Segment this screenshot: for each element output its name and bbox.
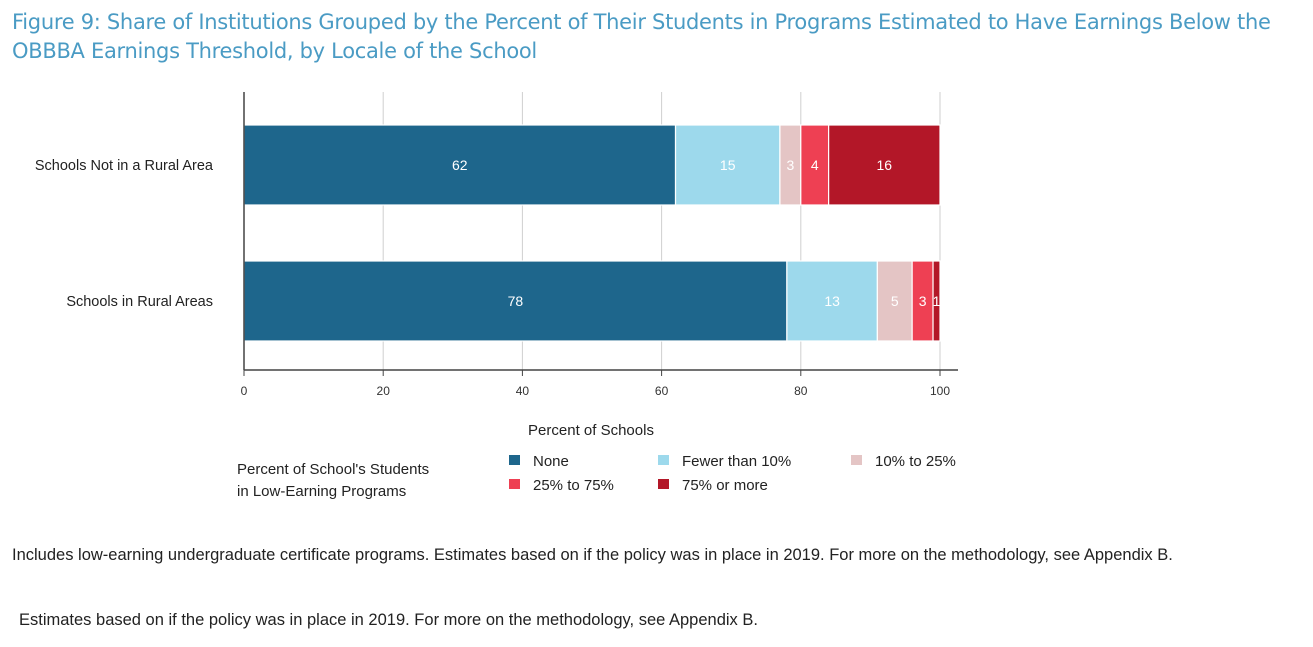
data-label: 78	[508, 293, 524, 309]
legend-label: Fewer than 10%	[682, 453, 791, 470]
data-label: 13	[824, 293, 840, 309]
chart-note: Includes low-earning undergraduate certi…	[12, 546, 1173, 564]
chart-title: Figure 9: Share of Institutions Grouped …	[12, 10, 1271, 63]
x-tick-label: 80	[794, 384, 808, 398]
legend-item: 25% to 75%	[509, 477, 614, 494]
bar-segment	[243, 124, 677, 206]
axes: Schools Not in a Rural Area Schools in Ru…	[35, 92, 958, 439]
x-tick-label: 20	[377, 384, 391, 398]
legend-item: Fewer than 10%	[658, 453, 791, 470]
legend-item: 10% to 25%	[851, 453, 956, 470]
x-axis-title: Percent of Schools	[528, 422, 654, 439]
legend-label: None	[533, 453, 569, 470]
bar-segment	[786, 260, 878, 342]
bar-segment	[674, 124, 781, 206]
x-tick-label: 40	[516, 384, 530, 398]
bar-segment	[932, 260, 941, 342]
legend: Percent of School's Students in Low-Earni…	[237, 453, 956, 500]
x-tick-label: 100	[930, 384, 950, 398]
legend-swatch	[658, 479, 669, 489]
category-label: Schools in Rural Areas	[66, 294, 213, 310]
data-label: 4	[811, 157, 819, 173]
legend-label: 10% to 25%	[875, 453, 956, 470]
bar-segment	[876, 260, 913, 342]
category-label: Schools Not in a Rural Area	[35, 158, 214, 174]
legend-item: None	[509, 453, 569, 470]
chart-note-secondary: Estimates based on if the policy was in …	[19, 611, 758, 629]
legend-swatch	[658, 455, 669, 465]
data-label: 3	[786, 157, 794, 173]
legend-item: 75% or more	[658, 477, 768, 494]
legend-swatch	[509, 455, 520, 465]
data-label: 62	[452, 157, 468, 173]
x-tick-label: 60	[655, 384, 669, 398]
legend-title: Percent of School's Students	[237, 461, 429, 478]
bar-segment	[828, 124, 941, 206]
legend-title: in Low-Earning Programs	[237, 483, 406, 500]
data-label: 15	[720, 157, 736, 173]
data-label: 1	[933, 293, 941, 309]
legend-label: 25% to 75%	[533, 477, 614, 494]
data-label: 5	[891, 293, 899, 309]
data-label: 3	[919, 293, 927, 309]
x-tick-label: 0	[241, 384, 248, 398]
legend-swatch	[509, 479, 520, 489]
legend-label: 75% or more	[682, 477, 768, 494]
legend-swatch	[851, 455, 862, 465]
data-label: 16	[877, 157, 893, 173]
